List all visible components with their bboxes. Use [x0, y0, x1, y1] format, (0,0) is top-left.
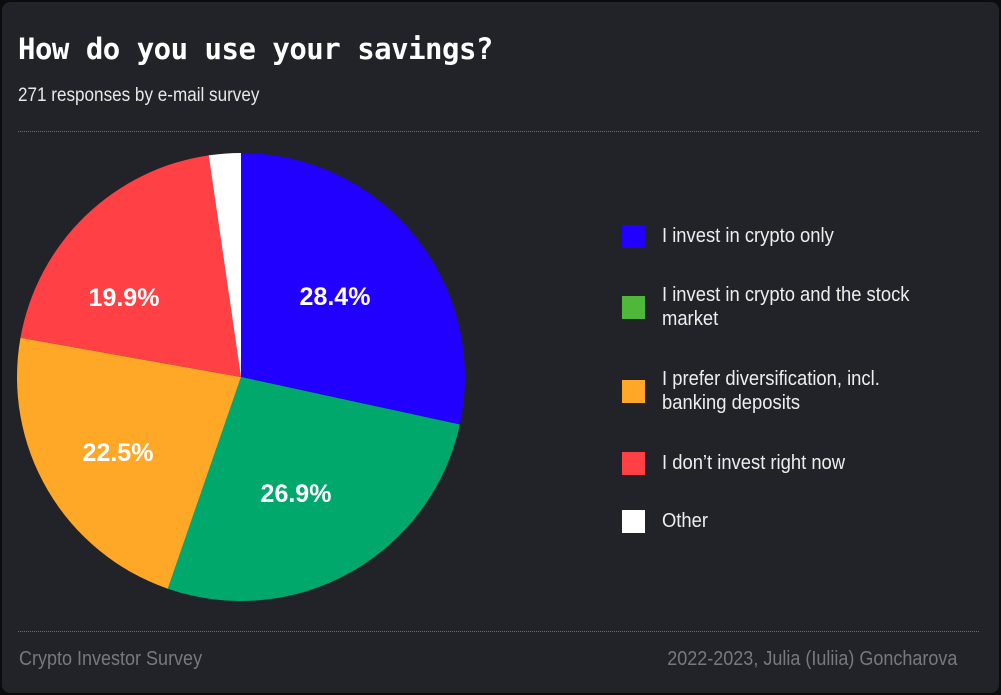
chart-subtitle: 271 responses by e-mail survey — [18, 85, 260, 106]
top-divider — [18, 131, 979, 132]
legend-item-crypto-stock: I invest in crypto and the stock market — [622, 283, 932, 331]
footer-source: Crypto Investor Survey — [19, 648, 203, 670]
legend-swatch — [622, 379, 645, 403]
legend-label: I invest in crypto and the stock market — [662, 284, 910, 330]
pie-slice — [241, 153, 466, 425]
pie-slice — [16, 337, 241, 589]
slice-label-crypto-only: 28.4% — [300, 283, 371, 311]
pie-slice — [20, 155, 242, 377]
legend-label: Other — [662, 510, 709, 532]
legend-item-other: Other — [622, 509, 932, 533]
pie-slice — [208, 153, 241, 377]
slice-label-dont-invest: 19.9% — [89, 284, 160, 312]
slice-label-crypto-stock: 26.9% — [261, 480, 332, 508]
legend-swatch — [622, 451, 645, 475]
legend-item-dont-invest: I don’t invest right now — [622, 451, 932, 475]
legend-label: I don’t invest right now — [662, 452, 846, 474]
bottom-divider — [18, 631, 979, 632]
legend-item-crypto-only: I invest in crypto only — [622, 224, 932, 248]
legend-swatch — [622, 509, 645, 533]
legend-swatch — [622, 224, 645, 248]
footer-credit: 2022-2023, Julia (Iuliia) Goncharova — [666, 648, 957, 670]
legend-label: I prefer diversification, incl. banking … — [662, 368, 880, 414]
legend-label: I invest in crypto only — [662, 225, 834, 247]
legend-item-diversification: I prefer diversification, incl. banking … — [622, 367, 932, 415]
slice-label-diversification: 22.5% — [83, 439, 154, 467]
pie-chart: 28.4% 26.9% 22.5% 19.9% — [16, 153, 466, 601]
legend-swatch — [622, 295, 645, 319]
chart-title: How do you use your savings? — [18, 32, 493, 66]
pie-slice — [167, 377, 460, 601]
